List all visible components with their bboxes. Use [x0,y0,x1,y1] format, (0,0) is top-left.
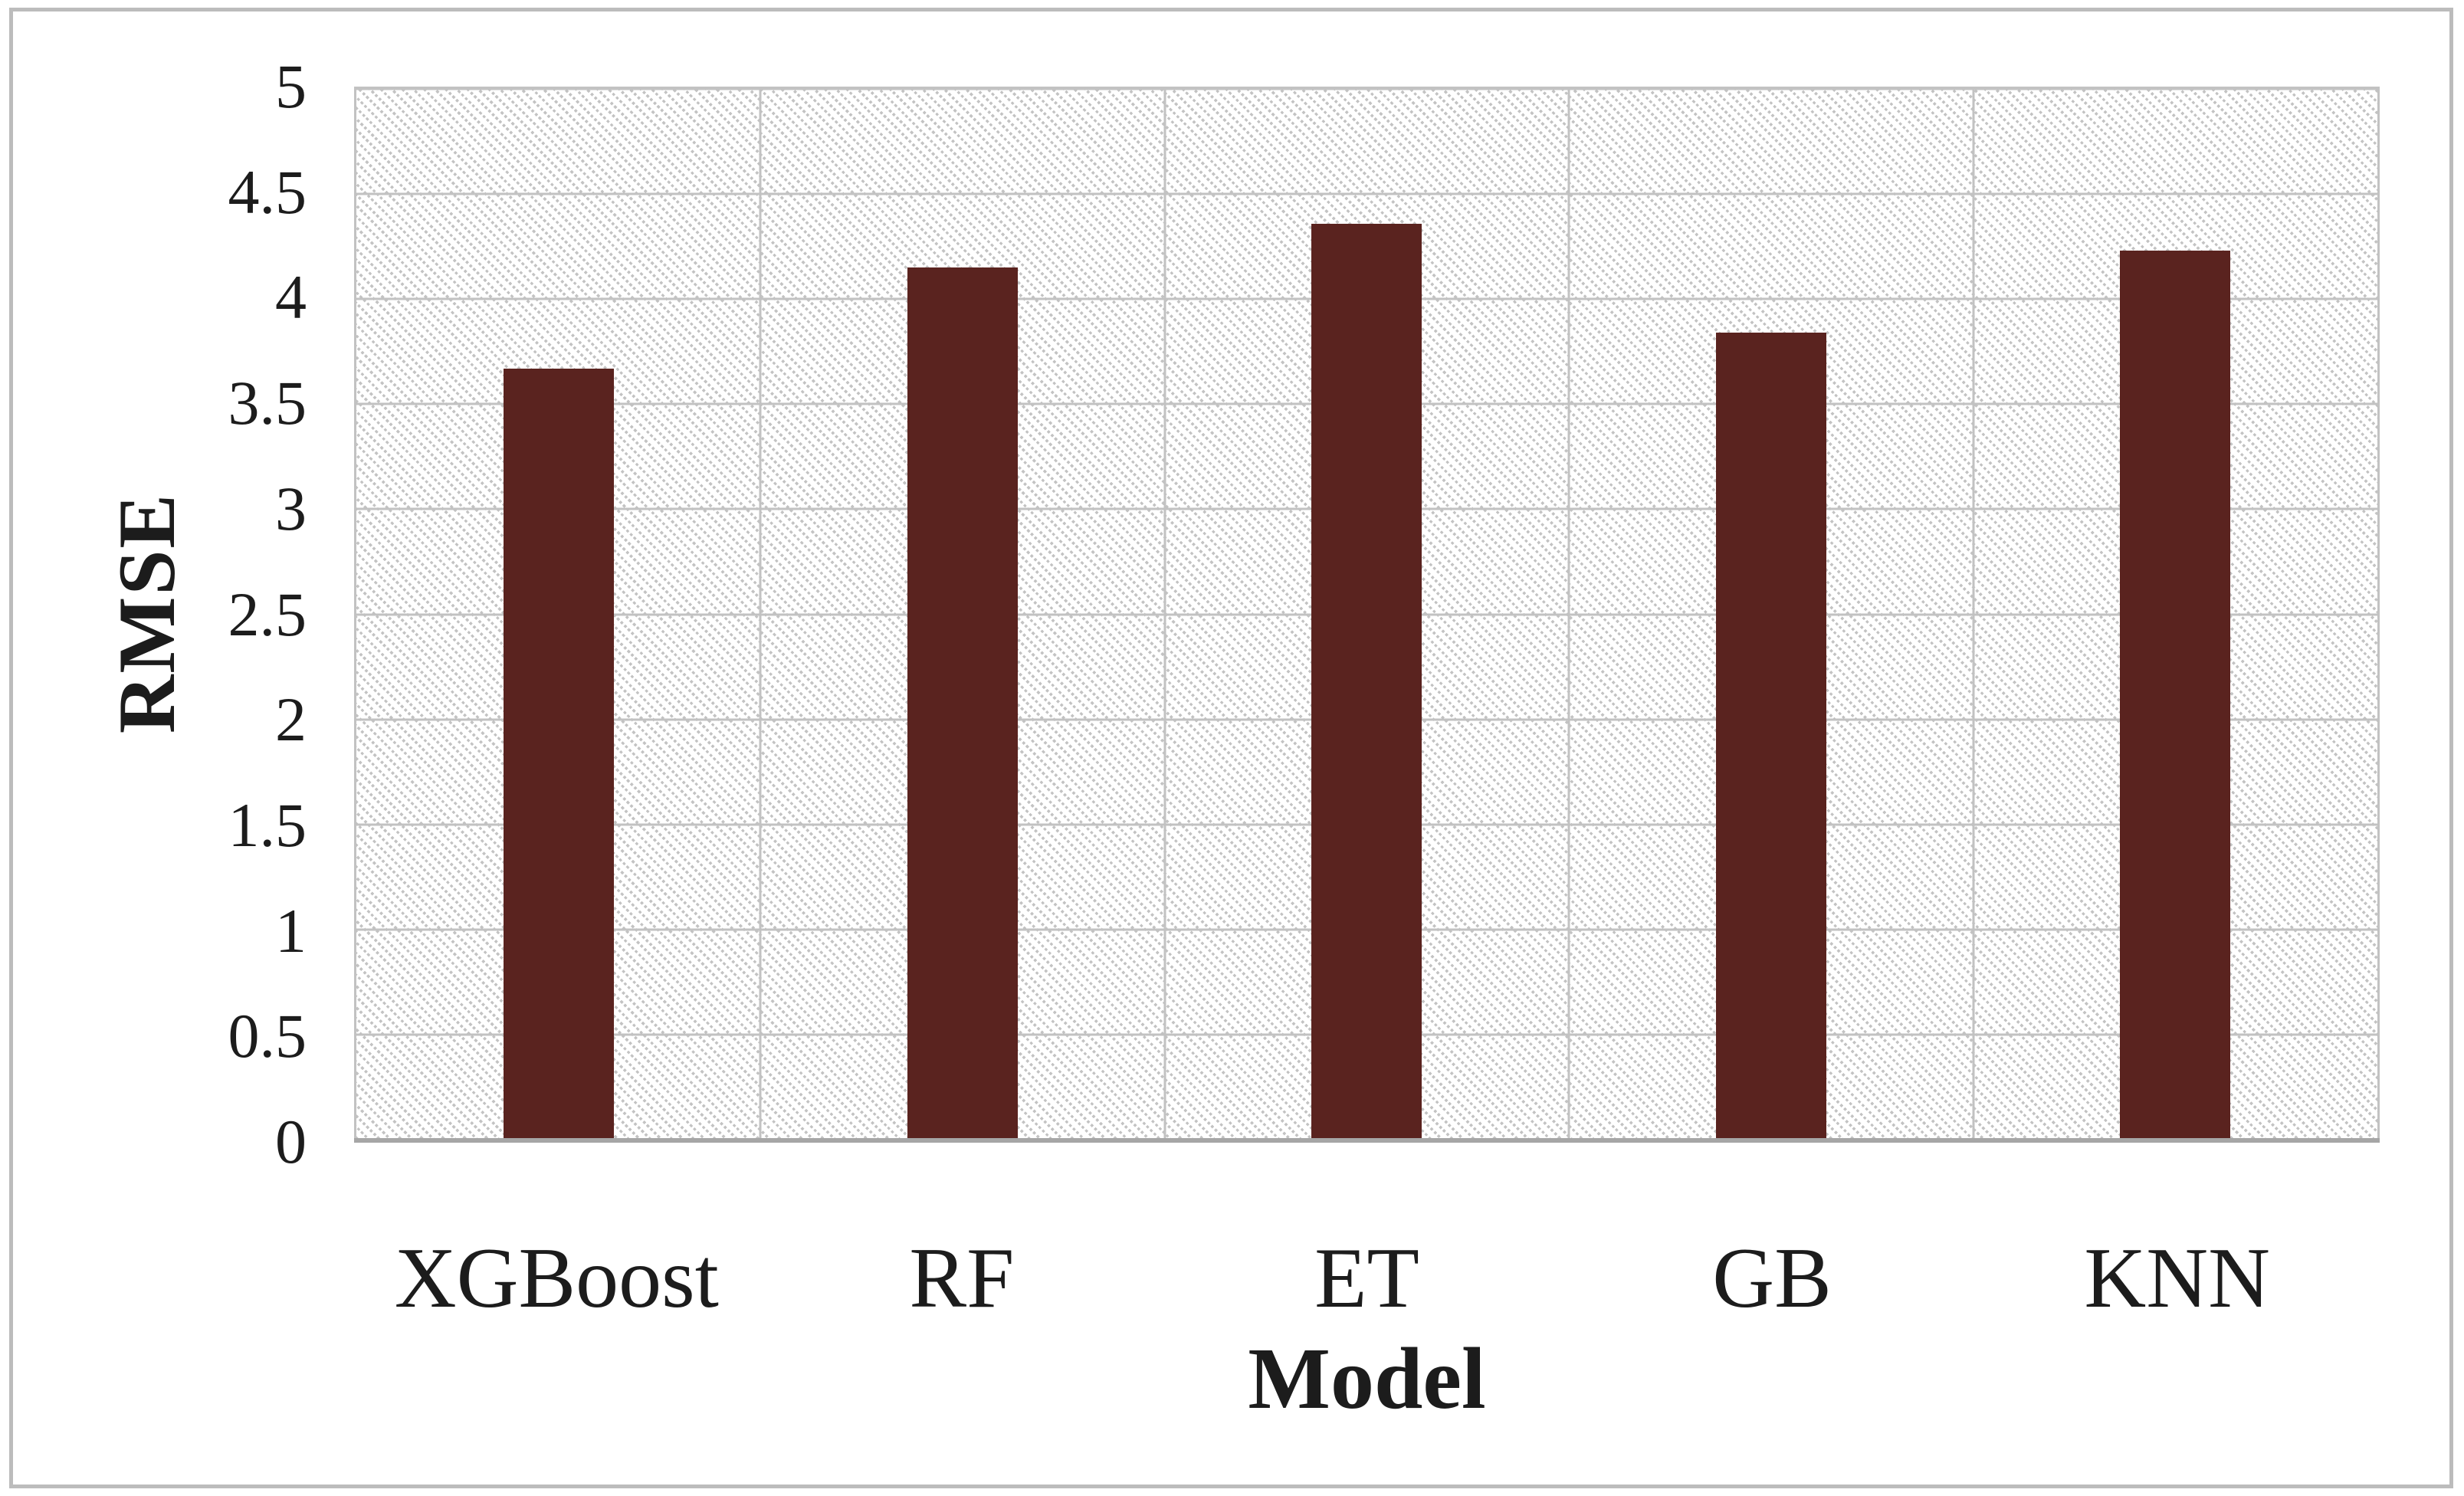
y-tick-5: 5 [275,51,307,121]
bar-slot-knn [1973,89,2377,1140]
gridline-v-1 [759,89,762,1140]
bar-slot-et [1165,89,1569,1140]
y-tick-1.5: 1.5 [228,789,307,860]
bar-knn [2120,251,2231,1140]
y-tick-0: 0 [275,1107,307,1176]
x-axis-line [354,1138,2380,1143]
plot-area [354,87,2380,1143]
gridline-v-2 [1163,89,1166,1140]
x-axis-category-labels: XGBoost RF ET GB KNN [354,1225,2380,1332]
bar-xgboost [503,368,614,1140]
y-tick-2.5: 2.5 [228,579,307,649]
x-label-gb: GB [1712,1231,1832,1326]
x-label-rf: RF [909,1231,1015,1326]
bar-slot-gb [1569,89,1973,1140]
bar-slot-rf [760,89,1164,1140]
bar-slot-xgboost [356,89,760,1140]
y-tick-4.5: 4.5 [228,156,307,227]
bar-rf [907,267,1019,1140]
x-label-et: ET [1314,1231,1419,1326]
y-axis-tick-labels: 0 0.5 1 1.5 2 2.5 3 3.5 4 4.5 5 [0,55,307,1173]
bars-layer [356,89,2377,1140]
bar-et [1311,223,1422,1140]
y-tick-3: 3 [275,473,307,543]
y-tick-3.5: 3.5 [228,368,307,438]
gridline-h-5 [356,87,2377,90]
gridline-h-4.5 [356,192,2377,195]
y-tick-0.5: 0.5 [228,1001,307,1071]
y-tick-4: 4 [275,262,307,333]
x-label-xgboost: XGBoost [394,1231,719,1326]
bar-gb [1715,333,1826,1140]
x-axis-title: Model [1248,1330,1486,1427]
gridline-v-3 [1567,89,1570,1140]
x-label-knn: KNN [2084,1231,2271,1326]
y-tick-2: 2 [275,684,307,755]
y-tick-1: 1 [275,895,307,966]
gridline-v-4 [1972,89,1975,1140]
